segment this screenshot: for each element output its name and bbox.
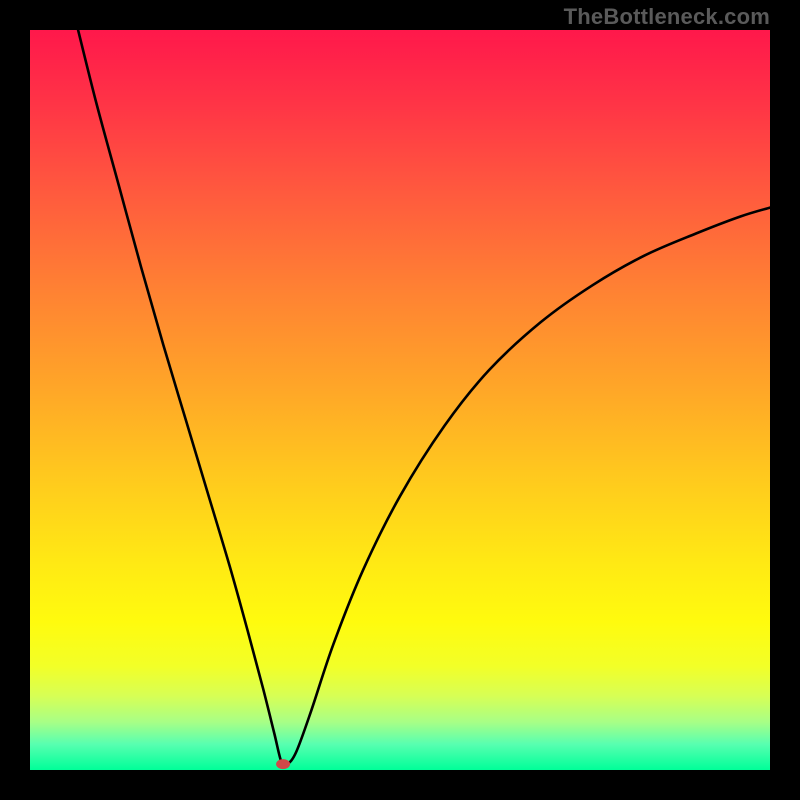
optimum-marker [276,759,290,769]
gradient-background [30,30,770,770]
plot-area [30,30,770,770]
bottleneck-curve-chart [30,30,770,770]
watermark-text: TheBottleneck.com [564,4,770,30]
chart-frame: TheBottleneck.com [0,0,800,800]
